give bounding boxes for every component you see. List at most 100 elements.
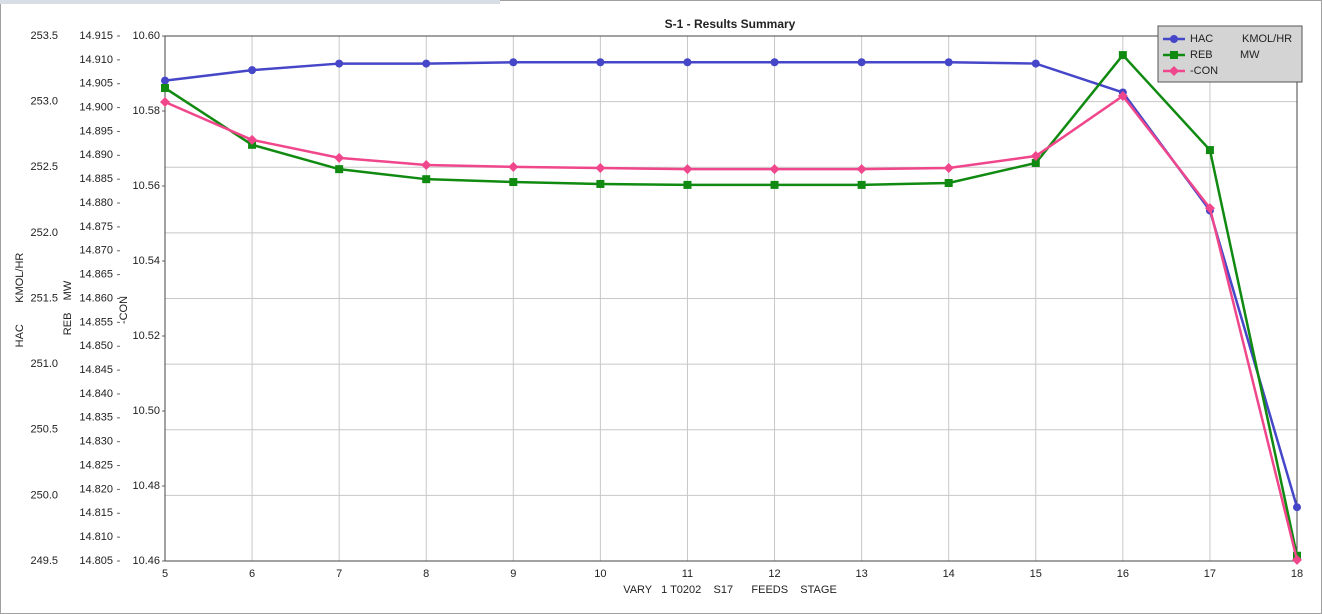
marker [161, 84, 169, 93]
marker [683, 180, 692, 189]
x-tick-label: 11 [682, 568, 693, 580]
y2-tick-label: 14.820 [79, 483, 113, 495]
x-tick-label: 6 [249, 568, 255, 580]
y2-tick-label: 14.865 [79, 269, 113, 281]
y-tick-label: 252.0 [30, 227, 58, 239]
y2-tick-label: 14.910 [79, 54, 113, 66]
x-tick-label: 9 [510, 568, 516, 580]
y2-tick-label: 14.810 [79, 531, 113, 543]
y2-tick-label: 14.900 [79, 101, 113, 113]
x-tick-label: 5 [162, 568, 168, 580]
y-axis-title: HAC KMOL/HR [14, 253, 26, 348]
x-tick-label: 18 [1291, 568, 1303, 580]
y2-tick-label: 14.905 [79, 78, 113, 90]
y3-tick-label: 10.54 [132, 255, 160, 267]
y2-tick-label: 14.845 [79, 364, 113, 376]
series-line [164, 94, 1299, 561]
marker [248, 66, 257, 75]
marker [943, 163, 954, 173]
marker [508, 161, 519, 172]
marker [335, 165, 344, 174]
y2-tick-label: 14.880 [79, 197, 113, 209]
marker [770, 58, 779, 67]
marker [857, 58, 866, 67]
y2-tick-label: 14.915 [79, 30, 113, 42]
x-tick-label: 17 [1204, 568, 1216, 580]
marker [422, 59, 431, 68]
y3-tick-label: 10.52 [132, 330, 160, 342]
y2-axis-title: REB MW [62, 280, 74, 335]
marker [1031, 158, 1040, 167]
y3-tick-label: 10.48 [132, 480, 160, 492]
y3-tick-label: 10.58 [132, 105, 160, 117]
legend-unit: KMOL/HR [1242, 33, 1292, 45]
marker [596, 179, 605, 188]
legend-label: -CON [1190, 65, 1218, 77]
marker [1293, 503, 1301, 512]
marker [1204, 203, 1215, 214]
y2-tick-label: 14.855 [79, 316, 113, 328]
y2-tick-label: 14.815 [79, 507, 113, 519]
y-tick-label: 253.5 [30, 30, 58, 42]
legend-label: REB [1190, 49, 1213, 61]
marker [335, 59, 344, 68]
marker [334, 152, 345, 163]
y2-tick-label: 14.895 [79, 125, 113, 137]
legend-label: HAC [1190, 33, 1213, 45]
y3-tick-label: 10.56 [132, 180, 160, 192]
marker [770, 180, 779, 189]
x-axis-title: VARY 1 T0202 S17 FEEDS STAGE [623, 584, 837, 596]
marker [595, 163, 606, 173]
tab-strip [0, 0, 500, 4]
marker [161, 76, 169, 85]
y-tick-label: 250.5 [30, 424, 58, 436]
marker [421, 160, 432, 170]
y-tick-label: 251.0 [30, 358, 58, 370]
y3-tick-label: 10.60 [132, 30, 160, 42]
y2-tick-label: 14.825 [79, 459, 113, 471]
x-tick-label: 8 [423, 568, 429, 580]
y3-tick-label: 10.50 [132, 405, 160, 417]
y2-tick-label: 14.885 [79, 173, 113, 185]
x-tick-label: 7 [336, 568, 342, 580]
legend-marker [1169, 66, 1179, 76]
y-tick-label: 249.5 [30, 555, 58, 567]
marker [422, 175, 431, 184]
y-tick-label: 251.5 [30, 292, 58, 304]
marker [1118, 51, 1127, 60]
marker [1117, 91, 1128, 101]
marker [596, 58, 605, 67]
marker [856, 164, 867, 175]
y-tick-label: 253.0 [30, 96, 58, 108]
series-line [164, 53, 1299, 557]
marker [769, 164, 780, 175]
y3-tick-label: 10.46 [132, 555, 160, 567]
x-tick-label: 13 [855, 568, 867, 580]
marker [247, 134, 258, 145]
marker [160, 97, 170, 107]
y2-tick-label: 14.850 [79, 340, 113, 352]
y2-tick-label: 14.840 [79, 388, 113, 400]
marker [509, 58, 518, 67]
marker [509, 178, 518, 187]
marker [1205, 146, 1214, 155]
y-tick-label: 250.0 [30, 489, 58, 501]
y3-axis-title: -CON [118, 296, 130, 324]
y2-tick-label: 14.860 [79, 292, 113, 304]
x-tick-label: 12 [768, 568, 780, 580]
y2-tick-label: 14.805 [79, 555, 113, 567]
y2-tick-label: 14.875 [79, 221, 113, 233]
y2-tick-label: 14.870 [79, 245, 113, 257]
legend-unit: MW [1240, 49, 1260, 61]
y2-tick-label: 14.890 [79, 149, 113, 161]
y-tick-label: 252.5 [30, 161, 58, 173]
legend-marker [1170, 51, 1178, 59]
x-tick-label: 16 [1117, 568, 1129, 580]
marker [683, 58, 692, 67]
legend-marker [1170, 35, 1178, 43]
series-line [164, 61, 1299, 508]
marker [944, 179, 953, 187]
x-tick-label: 14 [943, 568, 955, 580]
